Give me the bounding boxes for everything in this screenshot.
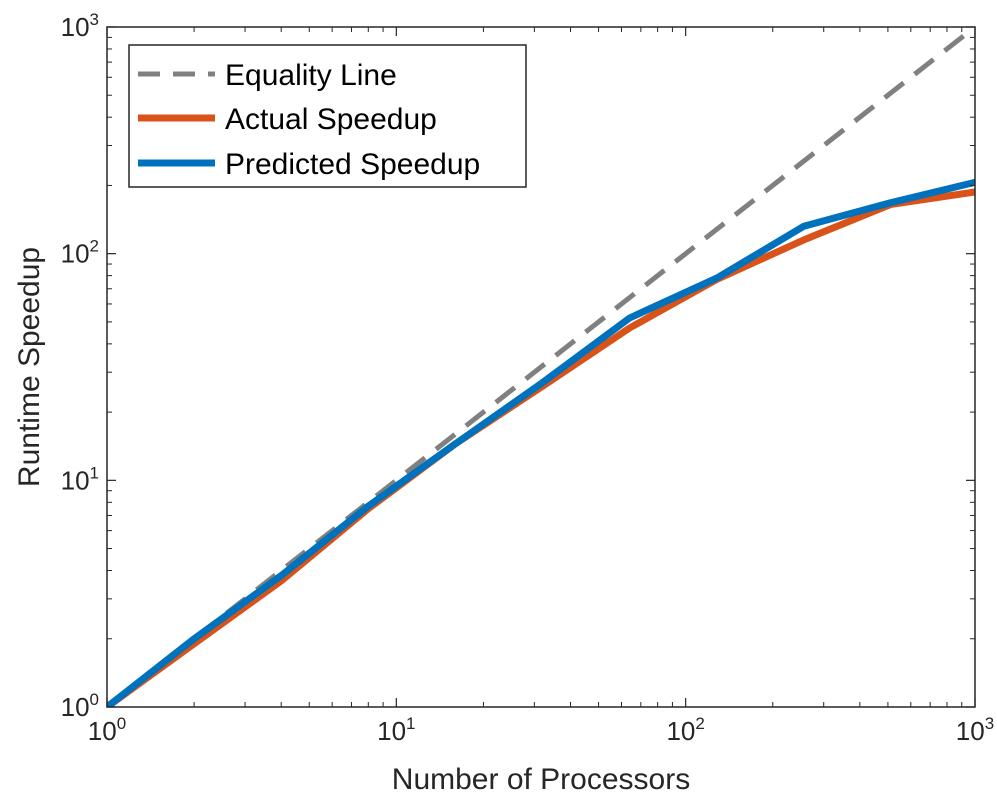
y-tick-label: 103: [61, 10, 99, 42]
y-tick-label-exponent: 1: [90, 463, 99, 482]
legend: Equality Line Actual Speedup Predicted Spe…: [128, 44, 527, 188]
x-tick-label-base: 10: [666, 716, 695, 746]
y-tick-label: 100: [61, 690, 99, 722]
y-tick-label-exponent: 3: [90, 10, 99, 29]
y-tick-label: 101: [61, 463, 99, 495]
y-tick-label-base: 10: [61, 239, 90, 269]
x-tick-label: 100: [88, 714, 126, 746]
plot-frame: [106, 26, 976, 708]
legend-label: Equality Line: [225, 59, 397, 92]
y-tick-label: 102: [61, 237, 99, 269]
x-tick-label: 102: [666, 714, 704, 746]
x-tick-label-exponent: 1: [406, 714, 415, 733]
series-line-equality-line: [107, 27, 975, 707]
y-tick-label-base: 10: [61, 12, 90, 42]
x-tick-label: 101: [377, 714, 415, 746]
x-tick-label-base: 10: [956, 716, 985, 746]
y-tick-label-exponent: 2: [90, 237, 99, 256]
legend-label: Predicted Speedup: [225, 148, 480, 181]
x-tick-label-exponent: 3: [985, 714, 994, 733]
x-tick-label-base: 10: [88, 716, 117, 746]
series-layer: [107, 27, 975, 707]
y-tick-label-base: 10: [61, 465, 90, 495]
series-line-predicted-speedup: [107, 178, 975, 707]
x-tick-label-base: 10: [377, 716, 406, 746]
y-tick-label-base: 10: [61, 692, 90, 722]
y-tick-label-exponent: 0: [90, 690, 99, 709]
x-tick-label-exponent: 2: [695, 714, 704, 733]
legend-label: Actual Speedup: [225, 103, 437, 136]
y-axis-label: Runtime Speedup: [13, 247, 46, 487]
x-tick-label: 103: [956, 714, 994, 746]
x-axis-label: Number of Processors: [392, 763, 690, 796]
x-tick-label-exponent: 0: [117, 714, 126, 733]
